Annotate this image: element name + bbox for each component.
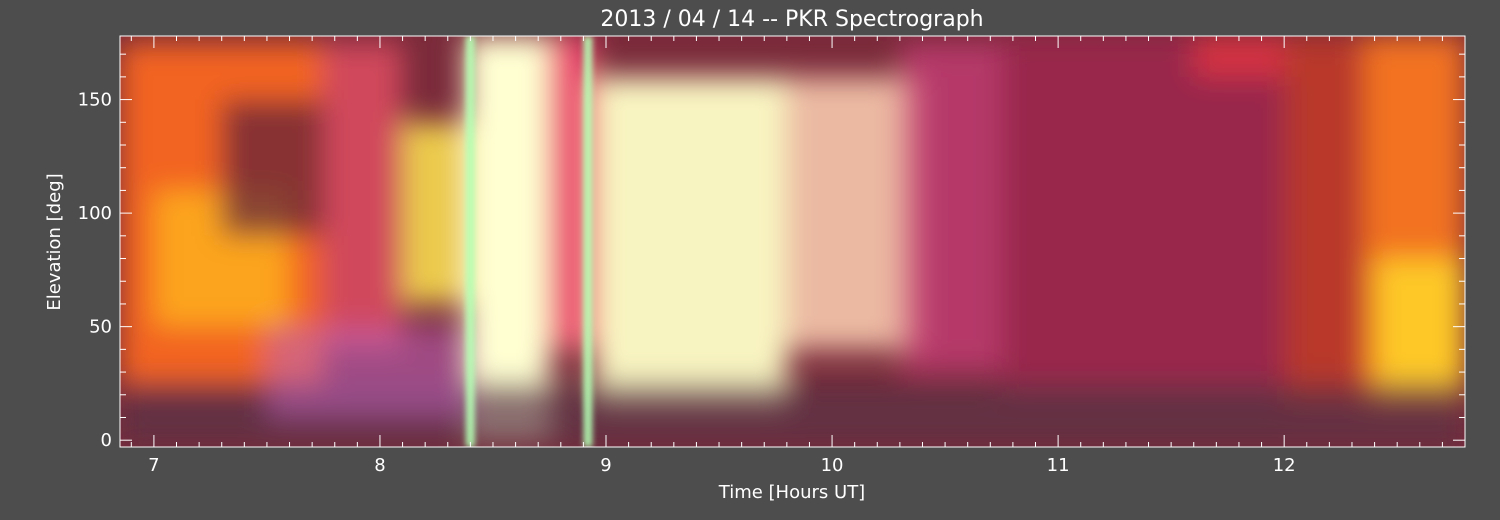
emission-region-16 (266, 326, 471, 418)
x-tick-label: 7 (148, 455, 159, 476)
emission-region-12 (1284, 36, 1364, 407)
y-tick-label: 0 (101, 430, 112, 451)
x-tick-label: 10 (821, 455, 844, 476)
y-tick-label: 150 (78, 90, 112, 111)
emission-region-7 (594, 76, 787, 407)
emission-region-10 (1001, 36, 1285, 395)
vertical-band-1 (583, 36, 593, 447)
vertical-band-0 (465, 36, 475, 447)
emission-region-14 (1374, 258, 1465, 395)
x-tick-label: 9 (600, 455, 611, 476)
emission-region-2 (221, 99, 335, 236)
plot-frame (119, 35, 1466, 448)
emission-region-5 (465, 36, 550, 441)
x-tick-label: 8 (374, 455, 385, 476)
y-tick-label: 50 (89, 317, 112, 338)
emission-region-3 (323, 42, 403, 350)
emission-region-4 (402, 122, 466, 304)
plot-area (120, 36, 1465, 447)
y-axis-label: Elevation [deg] (44, 173, 65, 310)
emission-region-9 (899, 42, 1002, 373)
y-tick-label: 100 (78, 203, 112, 224)
x-axis-label: Time [Hours UT] (718, 482, 865, 503)
x-axis: 7 8 9 10 11 12 (130, 36, 1466, 476)
x-tick-label: 11 (1047, 455, 1070, 476)
x-tick-label: 12 (1273, 455, 1296, 476)
emission-region-11 (1193, 36, 1285, 77)
y-axis: 0 50 100 150 (78, 53, 1465, 451)
chart-title: 2013 / 04 / 14 -- PKR Spectrograph (600, 7, 983, 32)
